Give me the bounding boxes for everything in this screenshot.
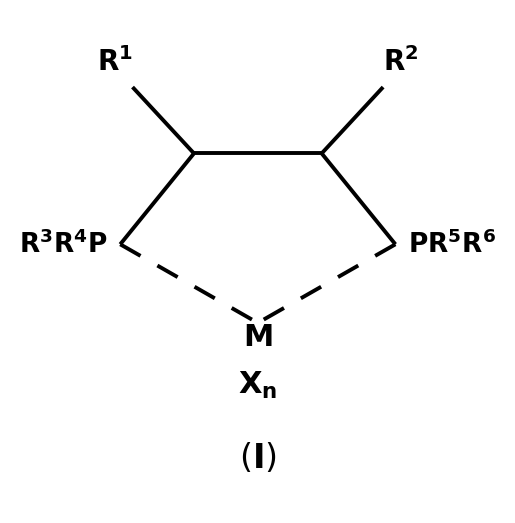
Text: $\mathbf{X_n}$: $\mathbf{X_n}$ — [238, 370, 278, 401]
Text: $\mathbf{R^1}$: $\mathbf{R^1}$ — [97, 48, 133, 77]
Text: $(\mathbf{I})$: $(\mathbf{I})$ — [239, 441, 277, 475]
Text: $\mathbf{M}$: $\mathbf{M}$ — [243, 323, 272, 352]
Text: $\mathbf{PR^5R^6}$: $\mathbf{PR^5R^6}$ — [408, 230, 495, 258]
Text: $\mathbf{R^3R^4P}$: $\mathbf{R^3R^4P}$ — [20, 230, 108, 258]
Text: $\mathbf{R^2}$: $\mathbf{R^2}$ — [383, 48, 418, 77]
